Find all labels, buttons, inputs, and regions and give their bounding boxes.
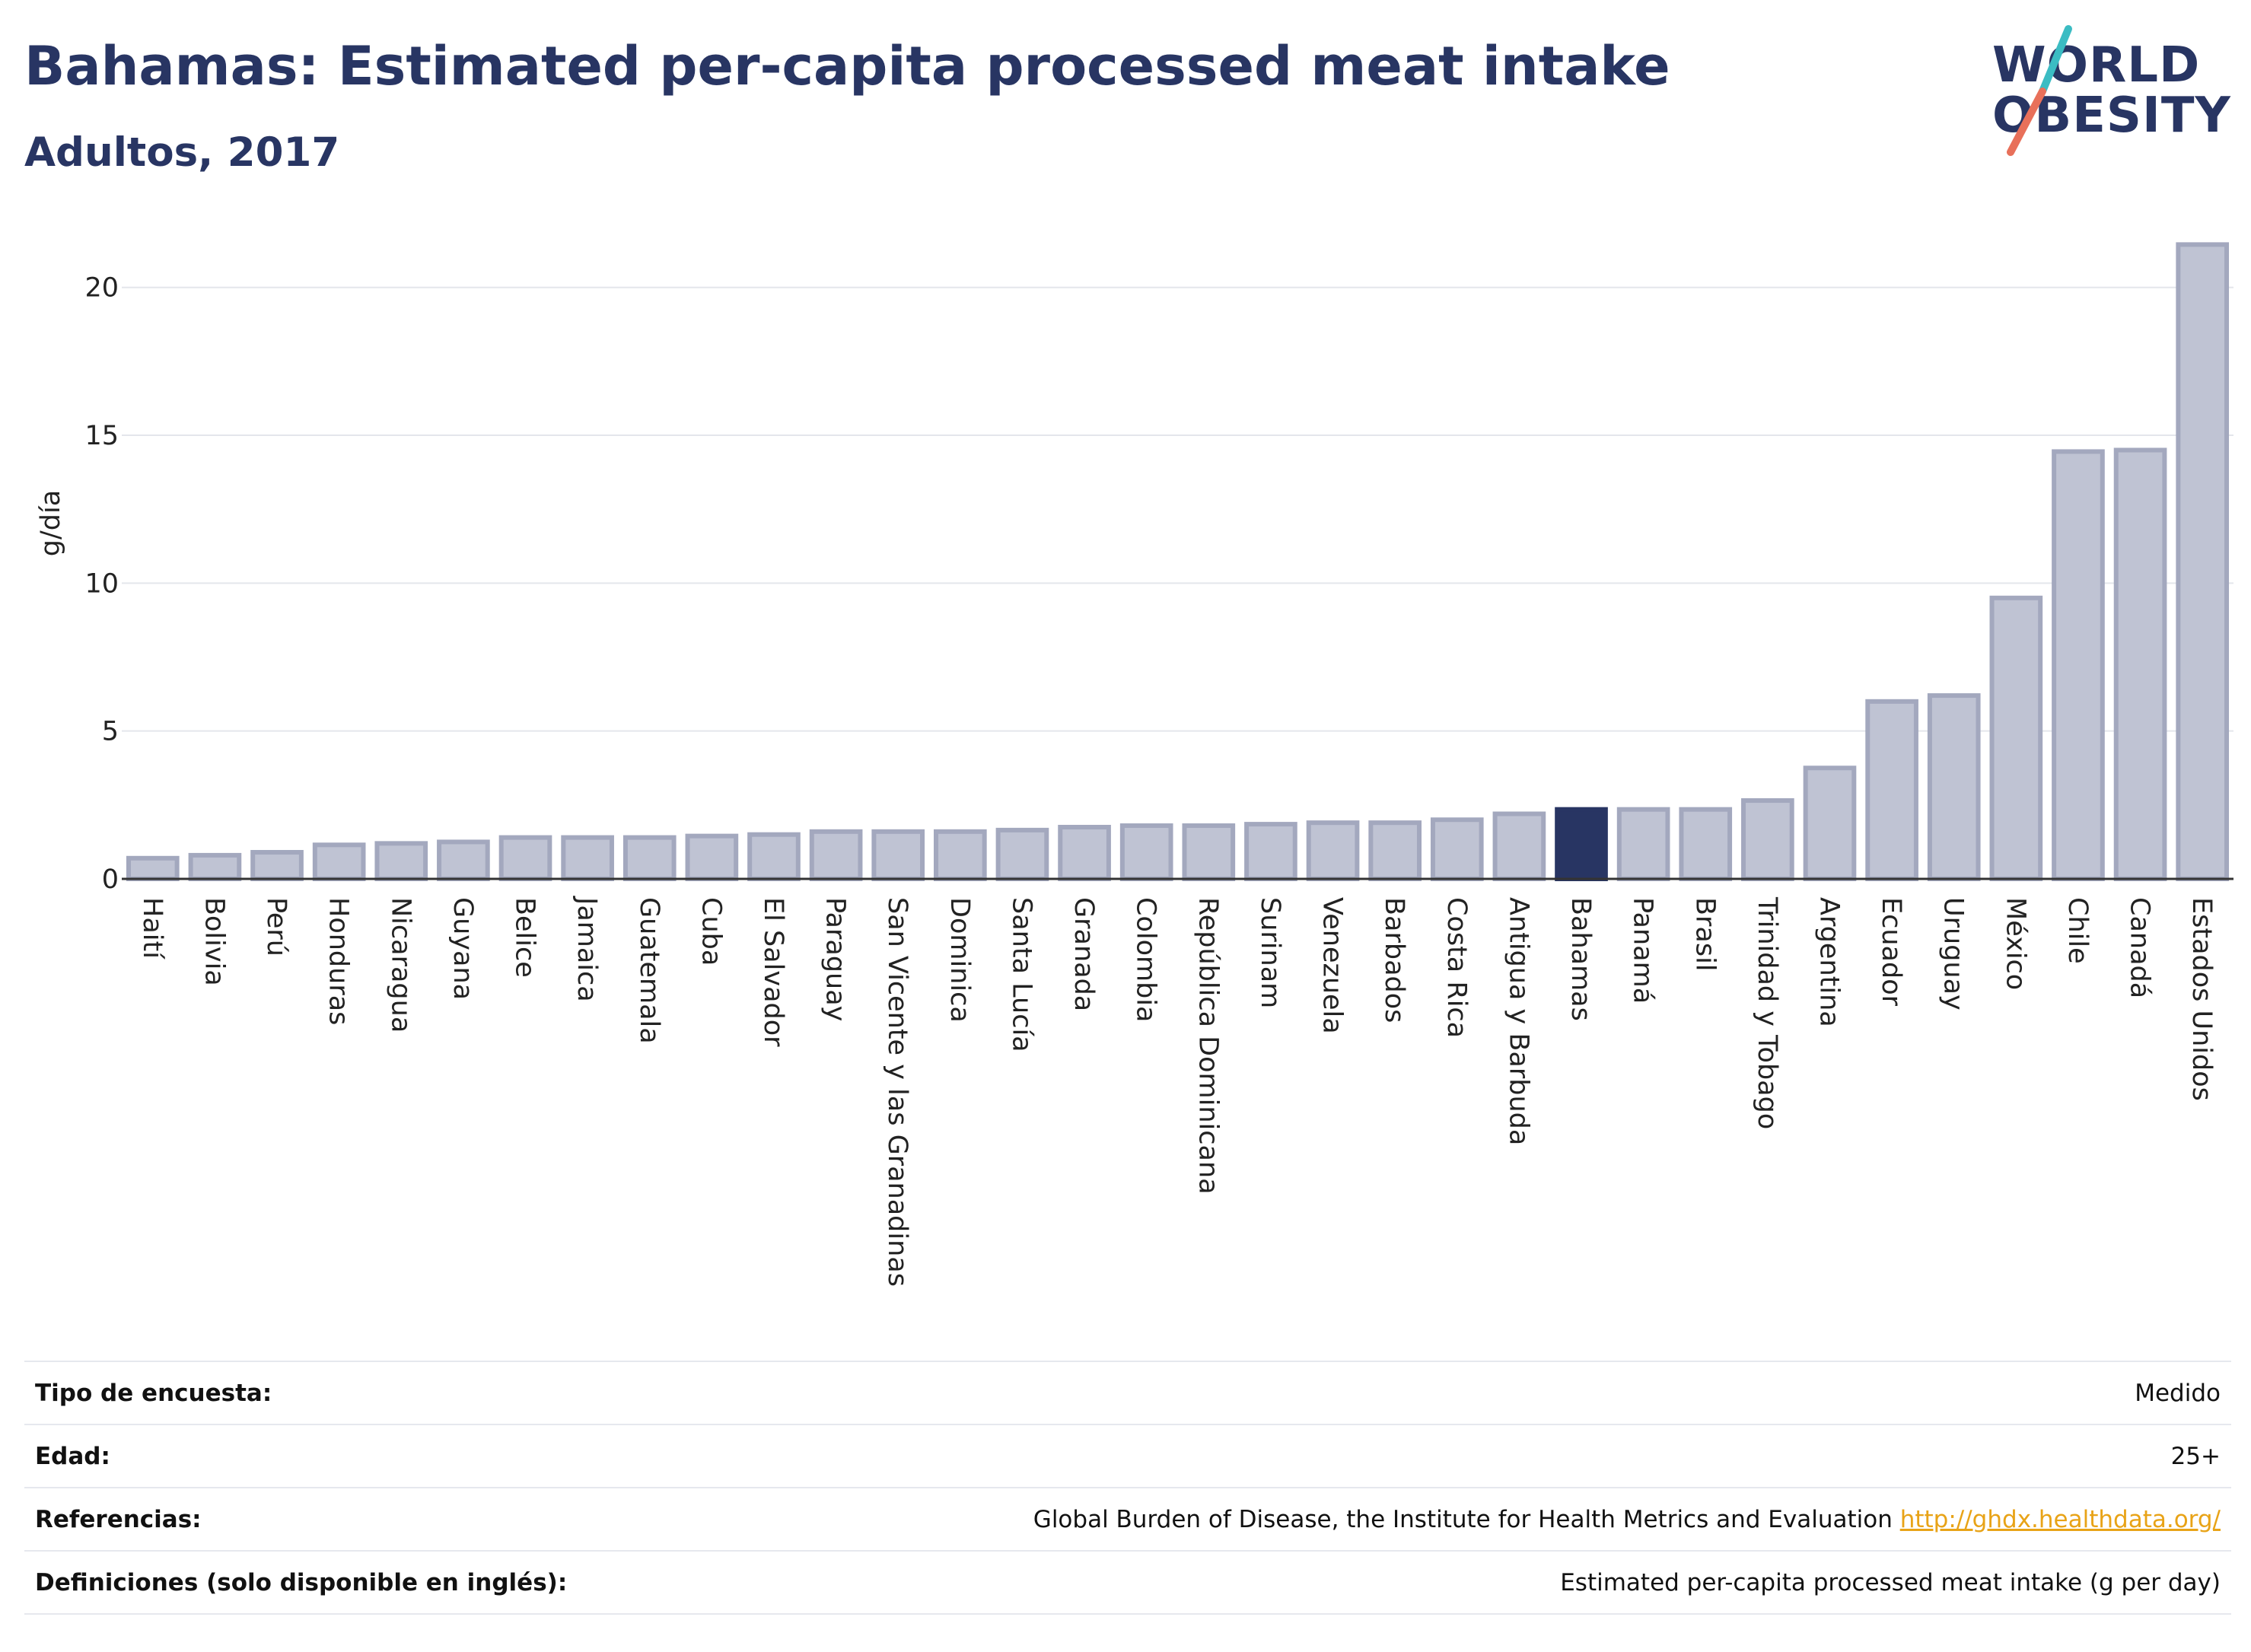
- bar: [934, 829, 987, 882]
- bar: [622, 835, 677, 882]
- bar: [561, 835, 614, 882]
- y-tick-label: 15: [84, 421, 119, 451]
- x-tick-label: Colombia: [1131, 897, 1161, 1022]
- x-tick-label: Santa Lucía: [1006, 897, 1036, 1052]
- page-subtitle: Adultos, 2017: [24, 129, 340, 176]
- bar: [374, 841, 428, 882]
- x-tick-label: Guyana: [447, 897, 478, 1000]
- bar: [1368, 820, 1422, 881]
- reference-text: Global Burden of Disease, the Institute …: [1033, 1505, 1893, 1533]
- x-tick-label: Chile: [2062, 897, 2093, 964]
- bar: [995, 827, 1049, 881]
- bar: [2176, 242, 2230, 881]
- page-title: Bahamas: Estimated per-capita processed …: [24, 35, 1670, 97]
- info-row-references: Referencias: Global Burden of Disease, t…: [24, 1488, 2231, 1552]
- info-key: Edad:: [35, 1442, 110, 1470]
- bar: [1182, 823, 1236, 881]
- bar: [1803, 766, 1857, 881]
- x-tick-label: Surinam: [1255, 897, 1285, 1008]
- bar: [126, 855, 180, 881]
- bar: [1741, 798, 1794, 881]
- bar: [1679, 807, 1733, 881]
- bar: [437, 839, 490, 881]
- info-key: Definiciones (solo disponible en inglés)…: [35, 1568, 568, 1596]
- y-tick-label: 0: [102, 864, 119, 895]
- bar: [1058, 824, 1111, 882]
- x-tick-label: Ecuador: [1876, 897, 1906, 1007]
- info-table: Tipo de encuesta: Medido Edad: 25+ Refer…: [24, 1361, 2231, 1615]
- bar: [809, 829, 863, 882]
- info-row-survey-type: Tipo de encuesta: Medido: [24, 1362, 2231, 1425]
- x-tick-label: Jamaica: [572, 896, 602, 1002]
- x-tick-label: Argentina: [1813, 897, 1844, 1027]
- bar-highlighted: [1555, 807, 1608, 881]
- x-tick-label: Cuba: [696, 897, 726, 966]
- bar: [871, 829, 925, 882]
- bar: [1616, 807, 1670, 881]
- info-key: Tipo de encuesta:: [35, 1379, 272, 1407]
- bar: [2113, 447, 2167, 881]
- bar: [1430, 817, 1484, 881]
- x-tick-label: Haití: [137, 897, 167, 960]
- x-tick-label: Antigua y Barbuda: [1503, 897, 1533, 1145]
- bar: [188, 852, 242, 881]
- x-tick-label: San Vicente y las Granadinas: [882, 897, 912, 1287]
- x-tick-label: Canadá: [2125, 897, 2155, 998]
- x-tick-label: Brasil: [1689, 897, 1720, 972]
- x-tick-label: Guatemala: [634, 897, 664, 1044]
- x-tick-label: México: [2000, 897, 2030, 990]
- logo-line-1: WORLD: [1992, 37, 2201, 94]
- info-value: Global Burden of Disease, the Institute …: [1033, 1506, 2221, 1533]
- bar: [498, 835, 552, 882]
- bar: [747, 832, 801, 882]
- x-tick-label: Bahamas: [1565, 897, 1596, 1021]
- y-tick-label: 5: [102, 717, 119, 747]
- bar: [1492, 811, 1546, 881]
- x-tick-label: Costa Rica: [1441, 897, 1472, 1038]
- bar: [685, 833, 739, 881]
- info-value: 25+: [2170, 1442, 2221, 1470]
- y-tick-label: 20: [84, 273, 119, 304]
- bar-chart: 0 5 10 15 20 g/día Haití Bolivia Perú Honduras Nic…: [36, 242, 2233, 1287]
- info-row-age: Edad: 25+: [24, 1425, 2231, 1488]
- bar: [312, 842, 366, 881]
- x-tick-label: Paraguay: [820, 897, 851, 1021]
- x-tick-label: República Dominicana: [1192, 897, 1223, 1195]
- info-value: Estimated per-capita processed meat inta…: [1560, 1568, 2221, 1596]
- x-tick-label: Perú: [261, 897, 291, 957]
- bar: [250, 850, 304, 881]
- x-tick-label: Honduras: [323, 897, 354, 1025]
- y-tick-label: 10: [84, 568, 119, 599]
- x-tick-label: Granada: [1068, 897, 1099, 1011]
- x-tick-label: Bolivia: [199, 897, 229, 986]
- x-tick-label: Belice: [510, 897, 540, 978]
- info-value: Medido: [2135, 1379, 2221, 1407]
- bar: [1244, 822, 1297, 882]
- x-tick-label: Trinidad y Tobago: [1752, 896, 1782, 1129]
- info-row-definitions: Definiciones (solo disponible en inglés)…: [24, 1552, 2231, 1615]
- world-obesity-logo[interactable]: WORLD OBESITY: [1979, 23, 2237, 164]
- bar: [1927, 693, 1981, 882]
- x-tick-label: Uruguay: [1938, 897, 1969, 1011]
- x-tick-label: Dominica: [944, 897, 975, 1023]
- bar: [1306, 820, 1360, 881]
- bar: [1989, 595, 2043, 882]
- x-tick-label: El Salvador: [758, 897, 788, 1047]
- x-tick-label: Nicaragua: [385, 897, 415, 1033]
- x-tick-label: Panamá: [1628, 897, 1658, 1004]
- reference-link[interactable]: http://ghdx.healthdata.org/: [1899, 1505, 2221, 1533]
- bar: [2052, 449, 2105, 881]
- y-axis-label: g/día: [36, 490, 66, 556]
- bar: [1119, 823, 1173, 881]
- info-key: Referencias:: [35, 1505, 202, 1533]
- x-tick-label: Barbados: [1379, 897, 1409, 1023]
- bar: [1865, 699, 1918, 881]
- x-tick-label: Estados Unidos: [2186, 897, 2217, 1101]
- logo-slash-icon: [2007, 25, 2072, 156]
- x-tick-label: Venezuela: [1317, 897, 1348, 1034]
